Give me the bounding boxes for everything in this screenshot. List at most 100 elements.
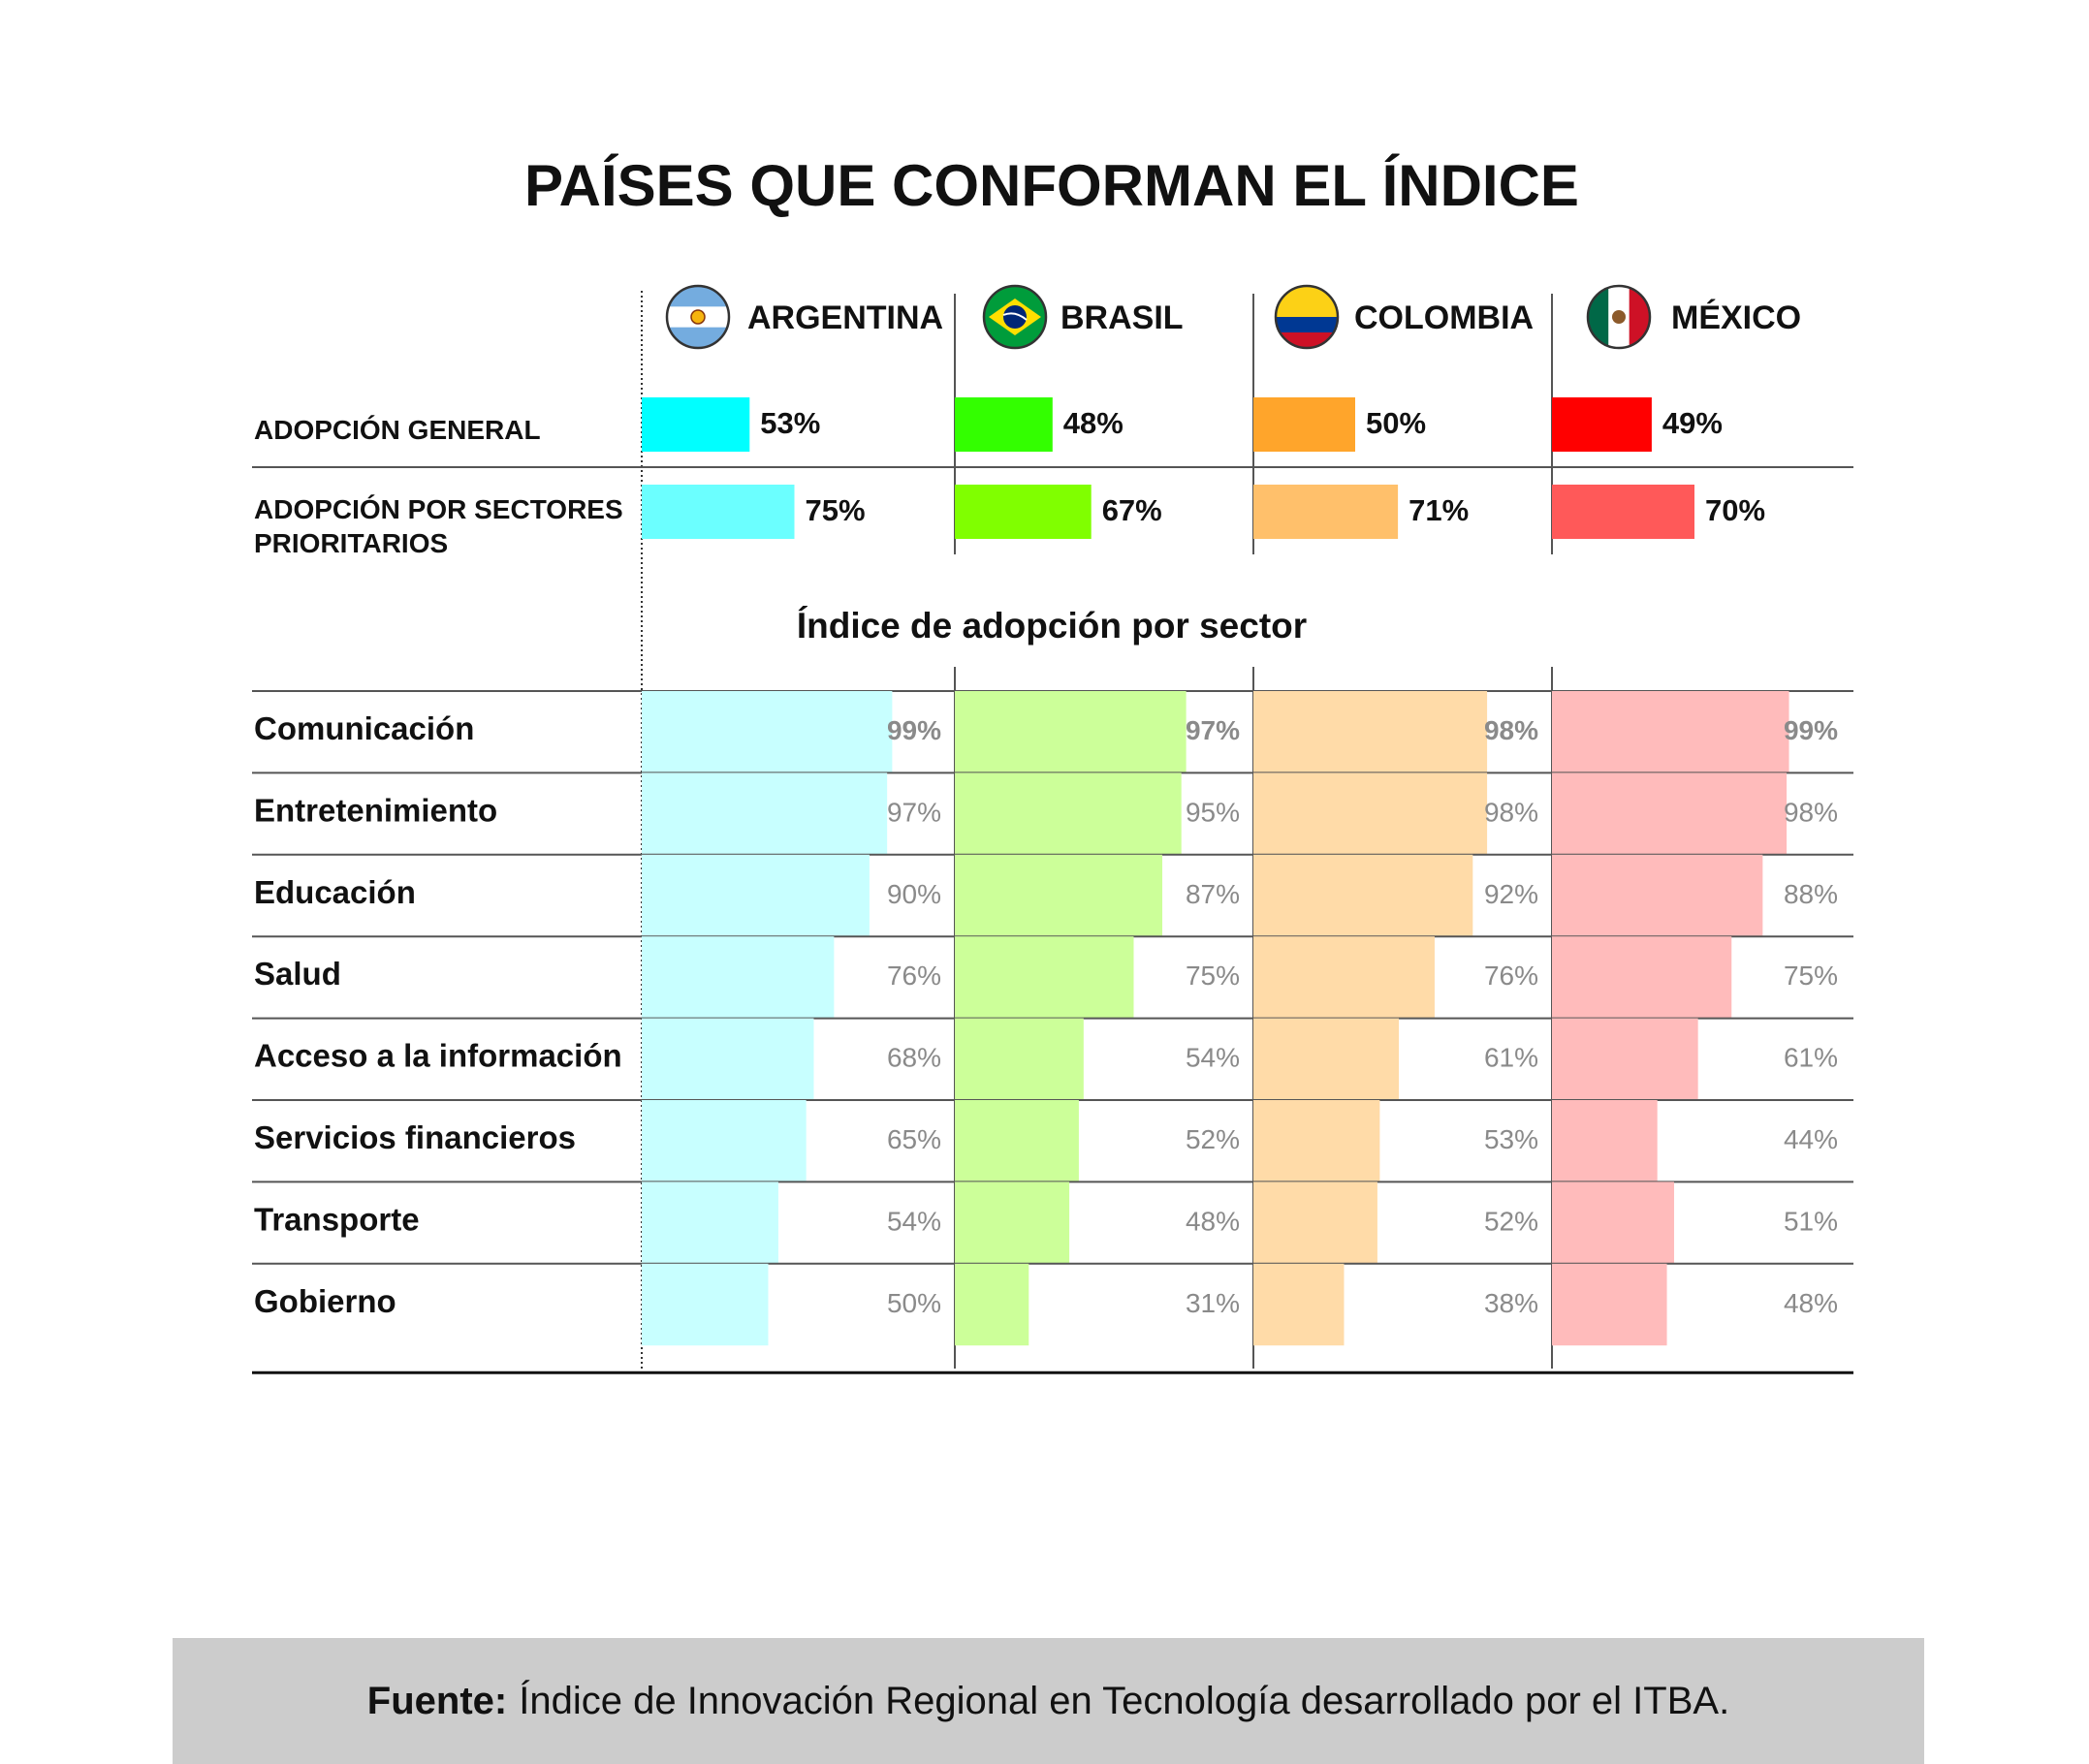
flag-band	[1276, 317, 1338, 332]
sector-value: 97%	[1186, 715, 1240, 745]
summary-bar	[1552, 397, 1652, 452]
country-name-2: COLOMBIA	[1354, 299, 1534, 336]
sector-bar	[1253, 854, 1473, 937]
sector-bar	[642, 691, 893, 773]
sector-label: Educación	[254, 874, 416, 910]
sector-value: 31%	[1186, 1288, 1240, 1318]
sector-bar	[642, 936, 835, 1019]
flag-globe	[1003, 305, 1027, 329]
sector-value: 98%	[1484, 715, 1538, 745]
sector-bar	[955, 1181, 1070, 1264]
sector-value: 88%	[1784, 879, 1838, 909]
summary-value: 71%	[1408, 493, 1469, 527]
sector-bar	[1253, 1100, 1380, 1182]
sector-value: 98%	[1484, 797, 1538, 827]
summary-value: 70%	[1705, 493, 1765, 527]
sector-value: 65%	[887, 1124, 941, 1154]
sector-label: Transporte	[254, 1201, 420, 1237]
sector-bar	[1552, 1018, 1698, 1100]
sector-value: 52%	[1186, 1124, 1240, 1154]
sector-bar	[955, 854, 1163, 937]
sector-value: 99%	[887, 715, 941, 745]
flag-body	[984, 286, 1046, 348]
flag-ring	[665, 284, 731, 350]
sector-bar	[1253, 1263, 1345, 1346]
summary-bar	[642, 397, 750, 452]
sector-bar	[955, 1263, 1029, 1346]
sector-bar	[955, 1100, 1079, 1182]
sector-label: Comunicación	[254, 710, 474, 746]
summary-bar	[1253, 397, 1355, 452]
sector-label: Entretenimiento	[254, 792, 497, 828]
sector-bar	[1253, 772, 1488, 855]
summary-value: 48%	[1063, 406, 1124, 440]
sector-value: 68%	[887, 1043, 941, 1073]
sector-bar	[1253, 691, 1488, 773]
summary-value: 49%	[1662, 406, 1723, 440]
summary-value: 75%	[806, 493, 866, 527]
sector-label: Gobierno	[254, 1283, 396, 1319]
sector-bar	[955, 936, 1134, 1019]
sector-value: 76%	[1484, 961, 1538, 991]
sector-value: 61%	[1784, 1043, 1838, 1073]
sector-value: 99%	[1784, 715, 1838, 745]
summary-bar	[642, 485, 795, 539]
sector-value: 54%	[1186, 1043, 1240, 1073]
sector-bar	[1552, 772, 1788, 855]
footer-text: Índice de Innovación Regional en Tecnolo…	[519, 1679, 1730, 1722]
mexico-flag-icon	[1586, 284, 1652, 350]
summary-bar	[1253, 485, 1399, 539]
sector-bar	[955, 691, 1187, 773]
sector-bar	[1552, 1181, 1674, 1264]
sector-bar	[955, 1018, 1084, 1100]
sector-bar	[1552, 854, 1763, 937]
sector-value: 53%	[1484, 1124, 1538, 1154]
sector-bar	[1552, 691, 1789, 773]
sector-bar	[642, 772, 888, 855]
sector-value: 51%	[1784, 1206, 1838, 1236]
sector-value: 75%	[1784, 961, 1838, 991]
sector-value: 97%	[887, 797, 941, 827]
summary-bar	[955, 485, 1092, 539]
colombia-flag-icon	[1274, 284, 1340, 350]
summary-value: 50%	[1366, 406, 1426, 440]
sun-of-may-icon	[690, 309, 706, 325]
chart-title: PAÍSES QUE CONFORMAN EL ÍNDICE	[524, 153, 1579, 218]
sector-value: 98%	[1784, 797, 1838, 827]
sector-bar	[642, 1018, 814, 1100]
sector-bar	[1253, 936, 1435, 1019]
flag-body	[667, 286, 729, 348]
sector-value: 92%	[1484, 879, 1538, 909]
country-name-0: ARGENTINA	[747, 299, 943, 336]
brazil-flag-icon	[982, 284, 1048, 350]
summary-row-label: ADOPCIÓN POR SECTORES	[254, 494, 623, 524]
sector-title: Índice de adopción por sector	[797, 606, 1307, 646]
sector-bar	[1253, 1018, 1400, 1100]
summary-row-label: ADOPCIÓN GENERAL	[254, 415, 541, 445]
source-footer: Fuente: Índice de Innovación Regional en…	[173, 1638, 1924, 1764]
sector-value: 44%	[1784, 1124, 1838, 1154]
country-name-1: BRASIL	[1060, 299, 1184, 336]
adoption-chart: PAÍSES QUE CONFORMAN EL ÍNDICE ARGENTINA…	[252, 153, 1853, 1374]
summary-value: 53%	[760, 406, 820, 440]
sector-value: 90%	[887, 879, 941, 909]
sector-value: 48%	[1784, 1288, 1838, 1318]
summary-row-label: PRIORITARIOS	[254, 528, 448, 558]
flag-ring	[1586, 284, 1652, 350]
footer-label: Fuente:	[366, 1679, 508, 1722]
sector-label: Acceso a la información	[254, 1038, 622, 1074]
argentina-flag-icon	[665, 284, 731, 350]
sector-value: 87%	[1186, 879, 1240, 909]
sector-bar	[1253, 1181, 1377, 1264]
sector-label: Salud	[254, 956, 341, 992]
country-name-3: MÉXICO	[1671, 299, 1801, 336]
sector-value: 38%	[1484, 1288, 1538, 1318]
sector-value: 50%	[887, 1288, 941, 1318]
sector-bar	[642, 1100, 807, 1182]
flag-ring	[982, 284, 1048, 350]
flag-eagle-icon	[1612, 310, 1626, 324]
flag-ring	[1274, 284, 1340, 350]
sector-bar	[1552, 1263, 1667, 1346]
sector-value: 76%	[887, 961, 941, 991]
sector-bar	[1552, 1100, 1658, 1182]
